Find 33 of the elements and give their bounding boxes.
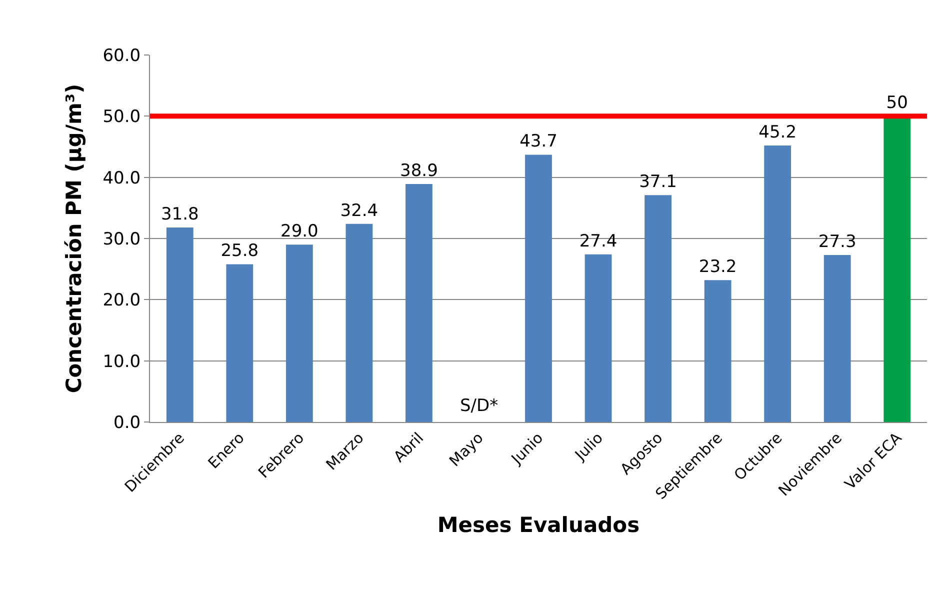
data-label: 27.4 (579, 231, 618, 252)
annotation: S/D* (460, 396, 498, 416)
bar (764, 146, 792, 422)
y-tick-label: 10.0 (102, 352, 141, 372)
data-label: 23.2 (698, 257, 737, 278)
data-label: 45.2 (758, 122, 797, 143)
y-tick-label: 50.0 (102, 107, 141, 128)
data-label: 27.3 (818, 232, 856, 252)
bar (346, 224, 373, 422)
bar (584, 254, 612, 422)
data-label: 37.1 (639, 172, 677, 192)
data-label: 43.7 (520, 132, 558, 152)
bar (704, 280, 732, 422)
y-tick-label: 60.0 (102, 46, 141, 66)
y-tick-label: 30.0 (102, 229, 141, 250)
y-tick-label: 0.0 (114, 412, 141, 433)
y-tick-label: 20.0 (102, 290, 141, 311)
y-tick-label: 40.0 (102, 168, 141, 188)
data-label: 25.8 (220, 241, 259, 262)
data-label: 31.8 (160, 204, 199, 224)
bar (286, 244, 313, 422)
x-axis-title: Meses Evaluados (437, 513, 640, 538)
bar (644, 195, 672, 422)
data-label: 32.4 (340, 200, 378, 221)
bar (824, 255, 851, 422)
bar (406, 184, 432, 422)
y-axis-title: Concentración PM (µg/m³) (62, 84, 86, 394)
data-label: 38.9 (400, 161, 438, 182)
bar (166, 227, 194, 422)
bar (226, 264, 254, 422)
data-label: 29.0 (280, 222, 318, 242)
data-label: 50 (886, 93, 908, 114)
bar (525, 154, 552, 422)
